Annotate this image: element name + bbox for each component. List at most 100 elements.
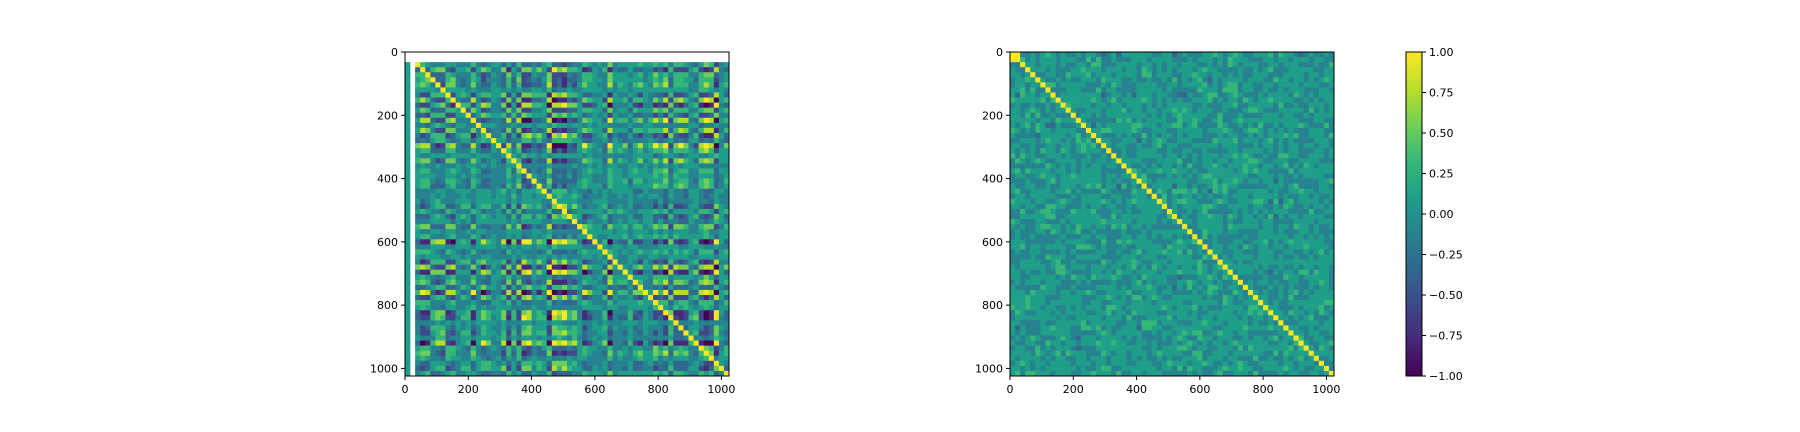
heatmap-cell: [475, 163, 482, 169]
heatmap-cell: [1308, 122, 1315, 129]
heatmap-cell: [673, 335, 679, 341]
heatmap-cell: [556, 239, 563, 245]
heatmap-cell: [617, 269, 623, 276]
heatmap-cell: [1075, 92, 1082, 98]
heatmap-cell: [1247, 97, 1254, 103]
heatmap-cell: [577, 274, 583, 281]
heatmap-cell: [546, 178, 553, 184]
heatmap-cell: [440, 244, 446, 250]
heatmap-cell: [491, 72, 497, 78]
heatmap-cell: [567, 370, 573, 377]
heatmap-cell: [1202, 77, 1208, 83]
heatmap-cell: [1303, 62, 1309, 68]
heatmap-cell: [531, 138, 537, 144]
heatmap-cell: [516, 67, 522, 73]
heatmap-cell: [1263, 102, 1269, 108]
heatmap-cell: [506, 117, 512, 124]
heatmap-cell: [450, 249, 456, 255]
heatmap-cell: [475, 254, 482, 260]
heatmap-cell: [1070, 122, 1077, 129]
heatmap-cell: [455, 112, 461, 119]
heatmap-cell: [425, 340, 431, 346]
heatmap-cell: [703, 295, 710, 301]
heatmap-cell: [663, 234, 669, 240]
heatmap-cell: [693, 315, 699, 321]
heatmap-cell: [1065, 57, 1072, 63]
heatmap-cell: [698, 127, 704, 134]
heatmap-cell: [551, 335, 558, 341]
heatmap-cell: [546, 173, 553, 179]
heatmap-cell: [480, 360, 487, 367]
heatmap-cell: [718, 82, 725, 88]
heatmap-cell: [713, 254, 720, 260]
heatmap-cell: [1166, 112, 1173, 119]
heatmap-cell: [1035, 97, 1041, 103]
heatmap-cell: [668, 355, 674, 362]
heatmap-cell: [1151, 82, 1158, 88]
heatmap-cell: [642, 62, 649, 68]
heatmap-cell: [1202, 107, 1208, 114]
heatmap-cell: [480, 122, 487, 129]
heatmap-cell: [653, 208, 659, 215]
heatmap-cell: [435, 208, 441, 215]
heatmap-cell: [567, 178, 573, 184]
heatmap-cell: [1288, 62, 1294, 68]
heatmap-cell: [521, 193, 527, 200]
heatmap-cell: [1303, 112, 1309, 119]
heatmap-cell: [486, 107, 492, 114]
heatmap-cell: [455, 249, 461, 255]
heatmap-cell: [607, 163, 613, 169]
heatmap-cell: [668, 148, 674, 154]
heatmap-cell: [718, 122, 725, 129]
heatmap-cell: [1283, 67, 1289, 73]
heatmap-cell: [1116, 82, 1122, 88]
heatmap-cell: [536, 365, 542, 372]
heatmap-cell: [688, 340, 694, 346]
heatmap-cell: [602, 183, 608, 189]
heatmap-cell: [642, 153, 649, 159]
heatmap-cell: [1258, 67, 1264, 73]
heatmap-cell: [425, 133, 431, 139]
heatmap-cell: [420, 163, 426, 169]
heatmap-cell: [521, 259, 527, 265]
heatmap-cell: [531, 224, 537, 230]
heatmap-cell: [470, 284, 477, 291]
heatmap-cell: [1328, 52, 1335, 58]
heatmap-cell: [1172, 122, 1178, 129]
heatmap-cell: [415, 178, 421, 184]
heatmap-cell: [445, 239, 451, 245]
heatmap-cell: [420, 234, 426, 240]
heatmap-cell: [430, 82, 436, 88]
heatmap-cell: [577, 92, 583, 98]
heatmap-cell: [491, 138, 497, 144]
heatmap-cell: [668, 370, 674, 377]
heatmap-cell: [506, 315, 512, 321]
heatmap-cell: [703, 183, 710, 189]
heatmap-cell: [405, 224, 411, 230]
heatmap-cell: [602, 284, 608, 291]
heatmap-cell: [1298, 112, 1304, 119]
heatmap-cell: [440, 92, 446, 98]
heatmap-cell: [567, 107, 573, 114]
heatmap-cell: [637, 350, 644, 357]
heatmap-cell: [703, 203, 710, 210]
heatmap-cell: [1288, 57, 1294, 63]
heatmap-cell: [617, 107, 623, 114]
heatmap-cell: [617, 315, 623, 321]
heatmap-cell: [627, 87, 634, 93]
heatmap-cell: [612, 82, 618, 88]
heatmap-cell: [1172, 87, 1178, 93]
heatmap-cell: [693, 183, 699, 189]
heatmap-cell: [1085, 107, 1092, 114]
heatmap-cell: [531, 183, 537, 189]
heatmap-cell: [663, 163, 669, 169]
heatmap-cell: [617, 72, 623, 78]
heatmap-cell: [546, 279, 553, 286]
heatmap-cell: [703, 82, 710, 88]
heatmap-cell: [592, 370, 598, 377]
heatmap-cell: [546, 229, 553, 235]
heatmap-cell: [723, 173, 730, 179]
heatmap-cell: [688, 300, 694, 306]
heatmap-cell: [688, 183, 694, 189]
heatmap-cell: [506, 92, 512, 98]
